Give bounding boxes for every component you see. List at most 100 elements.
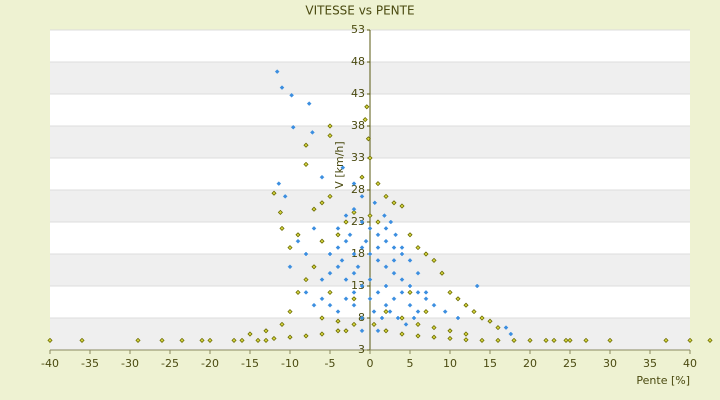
- data-point: [343, 277, 349, 282]
- y-tick-label: 28: [351, 183, 365, 196]
- x-tick-label: 5: [407, 357, 414, 370]
- data-point: [391, 245, 397, 250]
- data-point: [375, 245, 381, 250]
- data-point: [343, 296, 349, 302]
- data-point: [351, 206, 357, 212]
- data-point: [474, 283, 480, 289]
- data-point: [399, 245, 405, 250]
- data-point: [351, 296, 357, 302]
- y-axis-label: V [km/h]: [333, 141, 346, 188]
- data-point: [387, 309, 393, 314]
- data-point: [455, 315, 461, 321]
- data-point: [311, 206, 317, 212]
- data-point: [407, 283, 413, 289]
- data-point: [303, 161, 309, 167]
- data-point: [339, 258, 345, 263]
- data-point: [247, 331, 253, 337]
- data-point: [311, 302, 317, 308]
- data-point: [367, 296, 373, 302]
- data-point: [423, 296, 429, 302]
- data-point: [351, 290, 357, 295]
- data-point: [303, 277, 309, 283]
- x-tick-label: 35: [643, 357, 657, 370]
- data-point: [391, 258, 397, 263]
- data-point: [583, 337, 589, 343]
- data-point: [447, 328, 453, 334]
- data-point: [391, 270, 397, 276]
- y-tick-label: 38: [351, 119, 365, 132]
- data-point: [375, 258, 381, 263]
- data-point: [362, 117, 368, 123]
- data-point: [311, 264, 317, 270]
- data-point: [303, 142, 309, 148]
- data-point: [367, 213, 373, 219]
- data-point: [383, 238, 389, 244]
- data-point: [407, 258, 413, 263]
- data-point: [327, 133, 333, 139]
- x-tick-label: -20: [201, 357, 219, 370]
- data-point: [359, 194, 365, 199]
- data-point: [407, 232, 413, 238]
- x-axis-label: Pente [%]: [636, 374, 690, 387]
- data-point: [327, 251, 333, 257]
- data-point: [431, 325, 437, 331]
- data-point: [327, 123, 333, 129]
- data-point: [415, 333, 421, 339]
- data-point: [383, 264, 389, 270]
- data-point: [287, 334, 293, 340]
- data-point: [351, 270, 357, 276]
- data-point: [371, 309, 377, 314]
- data-point: [347, 232, 353, 238]
- data-point: [303, 251, 309, 257]
- data-point: [335, 232, 341, 238]
- data-point: [379, 315, 385, 321]
- data-point: [271, 190, 277, 196]
- data-point: [687, 337, 693, 343]
- data-point: [79, 337, 85, 343]
- data-point: [367, 226, 373, 231]
- data-point: [359, 328, 365, 334]
- chart-title: VITESSE vs PENTE: [305, 4, 414, 18]
- data-point: [135, 337, 141, 343]
- data-point: [495, 325, 501, 331]
- data-point: [383, 309, 389, 315]
- x-tick-label: 30: [603, 357, 617, 370]
- data-point: [287, 309, 293, 315]
- x-tick-label: 10: [443, 357, 457, 370]
- data-point: [303, 333, 309, 339]
- data-point: [415, 321, 421, 327]
- data-point: [431, 257, 437, 263]
- data-point: [471, 309, 477, 315]
- data-point: [399, 331, 405, 337]
- data-point: [279, 225, 285, 231]
- data-point: [255, 337, 261, 343]
- x-tick-label: -15: [241, 357, 259, 370]
- x-tick-label: -10: [281, 357, 299, 370]
- data-point: [319, 238, 325, 244]
- data-point: [335, 264, 341, 270]
- y-tick-label: 53: [351, 23, 365, 36]
- data-point: [415, 309, 421, 314]
- data-point: [351, 251, 357, 257]
- data-point: [487, 318, 493, 324]
- data-point: [343, 213, 349, 218]
- data-point: [455, 296, 461, 302]
- data-point: [391, 296, 397, 302]
- y-tick-label: 23: [351, 215, 365, 228]
- data-point: [335, 309, 341, 314]
- data-point: [327, 289, 333, 295]
- data-point: [375, 290, 381, 295]
- data-point: [319, 331, 325, 337]
- data-point: [290, 124, 296, 130]
- data-point: [263, 328, 269, 334]
- data-point: [359, 174, 365, 180]
- data-point: [423, 251, 429, 257]
- data-point: [372, 200, 378, 206]
- data-point: [375, 181, 381, 187]
- data-point: [447, 335, 453, 342]
- data-point: [279, 321, 285, 327]
- data-point: [289, 92, 294, 98]
- data-point: [403, 322, 409, 327]
- data-point: [335, 318, 341, 324]
